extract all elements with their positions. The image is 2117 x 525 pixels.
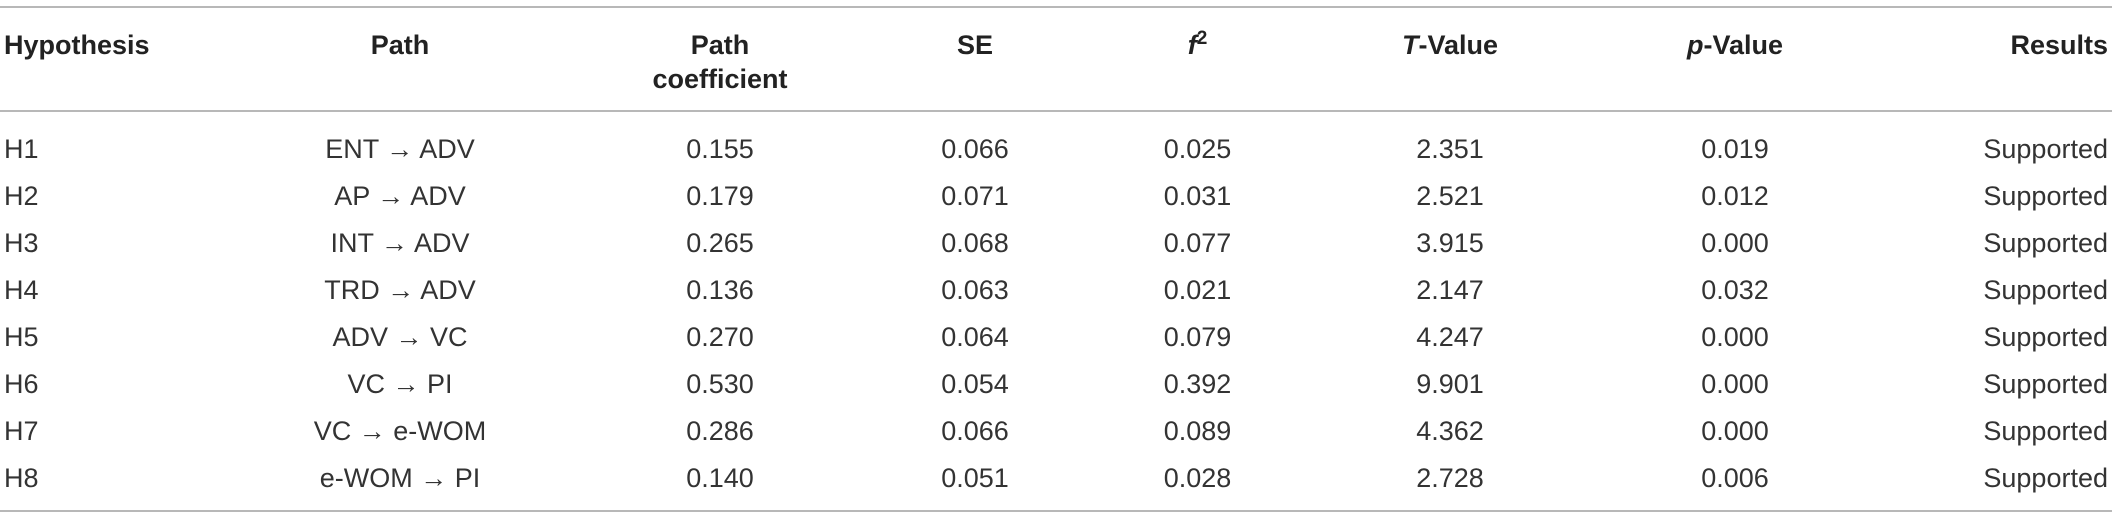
cell-p-value: 0.000	[1701, 228, 1769, 258]
table-row: H4 TRD → ADV 0.136 0.063 0.021 2.147 0.0…	[0, 267, 2112, 314]
cell-hypothesis: H1	[4, 134, 39, 164]
cell-p-value: 0.032	[1701, 275, 1769, 305]
cell-f2: 0.079	[1163, 322, 1232, 352]
header-f2-base: f	[1187, 30, 1197, 60]
cell-path-coefficient: 0.530	[686, 369, 754, 399]
cell-se: 0.071	[941, 181, 1009, 211]
header-se: SE	[956, 30, 994, 60]
cell-path: VC → e-WOM	[313, 416, 487, 446]
cell-result: Supported	[1983, 134, 2108, 164]
cell-f2: 0.031	[1163, 181, 1232, 211]
table-row: H5 ADV → VC 0.270 0.064 0.079 4.247 0.00…	[0, 314, 2112, 361]
cell-result: Supported	[1983, 463, 2108, 493]
cell-p-value: 0.012	[1701, 181, 1769, 211]
cell-result: Supported	[1983, 322, 2108, 352]
cell-hypothesis: H3	[4, 228, 39, 258]
table-row: H6 VC → PI 0.530 0.054 0.392 9.901 0.000…	[0, 361, 2112, 408]
cell-path: ENT → ADV	[325, 134, 475, 164]
cell-hypothesis: H7	[4, 416, 39, 446]
cell-t-value: 2.351	[1416, 134, 1484, 164]
cell-se: 0.054	[941, 369, 1009, 399]
cell-se: 0.066	[941, 416, 1009, 446]
header-results: Results	[2010, 30, 2108, 60]
cell-t-value: 2.728	[1416, 463, 1484, 493]
table-row: H2 AP → ADV 0.179 0.071 0.031 2.521 0.01…	[0, 173, 2112, 220]
cell-hypothesis: H6	[4, 369, 39, 399]
cell-path: ADV → VC	[332, 322, 468, 352]
header-path: Path	[370, 30, 430, 60]
header-f2-sup: 2	[1196, 28, 1208, 49]
cell-path: e-WOM → PI	[319, 463, 481, 493]
cell-f2: 0.392	[1163, 369, 1232, 399]
header-p-ital: p	[1686, 30, 1704, 60]
cell-t-value: 2.147	[1416, 275, 1484, 305]
cell-path: AP → ADV	[334, 181, 466, 211]
cell-result: Supported	[1983, 181, 2108, 211]
cell-path: VC → PI	[347, 369, 453, 399]
cell-result: Supported	[1983, 275, 2108, 305]
header-t-rest: -Value	[1418, 30, 1499, 60]
header-row: Hypothesis Path Path coefficient SE f2 T…	[0, 7, 2112, 111]
cell-path-coefficient: 0.286	[686, 416, 754, 446]
cell-result: Supported	[1983, 369, 2108, 399]
table-row: H8 e-WOM → PI 0.140 0.051 0.028 2.728 0.…	[0, 455, 2112, 511]
cell-se: 0.064	[941, 322, 1009, 352]
table-row: H1 ENT → ADV 0.155 0.066 0.025 2.351 0.0…	[0, 111, 2112, 173]
table-row: H7 VC → e-WOM 0.286 0.066 0.089 4.362 0.…	[0, 408, 2112, 455]
cell-path-coefficient: 0.140	[686, 463, 754, 493]
header-t-value: T-Value	[1315, 7, 1585, 111]
cell-path-coefficient: 0.179	[686, 181, 754, 211]
cell-path-coefficient: 0.265	[686, 228, 754, 258]
header-path-coefficient-line1: Path	[690, 30, 750, 60]
header-path-coefficient: Path coefficient	[570, 7, 870, 111]
header-f2: f2	[1080, 7, 1315, 111]
cell-se: 0.063	[941, 275, 1009, 305]
cell-hypothesis: H8	[4, 463, 39, 493]
cell-p-value: 0.000	[1701, 369, 1769, 399]
cell-p-value: 0.006	[1701, 463, 1769, 493]
header-path-coefficient-line2: coefficient	[652, 64, 788, 94]
cell-path: TRD → ADV	[324, 275, 476, 305]
cell-f2: 0.025	[1163, 134, 1232, 164]
cell-hypothesis: H5	[4, 322, 39, 352]
table-row: H3 INT → ADV 0.265 0.068 0.077 3.915 0.0…	[0, 220, 2112, 267]
header-p-rest: -Value	[1703, 30, 1784, 60]
cell-f2: 0.089	[1163, 416, 1232, 446]
cell-hypothesis: H2	[4, 181, 39, 211]
cell-path: INT → ADV	[330, 228, 470, 258]
cell-f2: 0.077	[1163, 228, 1232, 258]
cell-t-value: 4.362	[1416, 416, 1484, 446]
header-hypothesis: Hypothesis	[4, 30, 150, 60]
cell-se: 0.051	[941, 463, 1009, 493]
cell-t-value: 3.915	[1416, 228, 1484, 258]
cell-hypothesis: H4	[4, 275, 39, 305]
cell-f2: 0.028	[1163, 463, 1232, 493]
cell-result: Supported	[1983, 416, 2108, 446]
cell-result: Supported	[1983, 228, 2108, 258]
cell-path-coefficient: 0.155	[686, 134, 754, 164]
cell-se: 0.066	[941, 134, 1009, 164]
cell-path-coefficient: 0.136	[686, 275, 754, 305]
cell-p-value: 0.000	[1701, 416, 1769, 446]
cell-p-value: 0.000	[1701, 322, 1769, 352]
cell-path-coefficient: 0.270	[686, 322, 754, 352]
header-p-value: p-Value	[1585, 7, 1885, 111]
cell-p-value: 0.019	[1701, 134, 1769, 164]
header-t-ital: T	[1401, 30, 1419, 60]
cell-t-value: 4.247	[1416, 322, 1484, 352]
cell-f2: 0.021	[1163, 275, 1232, 305]
hypothesis-results-table: Hypothesis Path Path coefficient SE f2 T…	[0, 6, 2112, 512]
cell-se: 0.068	[941, 228, 1009, 258]
cell-t-value: 9.901	[1416, 369, 1484, 399]
cell-t-value: 2.521	[1416, 181, 1484, 211]
